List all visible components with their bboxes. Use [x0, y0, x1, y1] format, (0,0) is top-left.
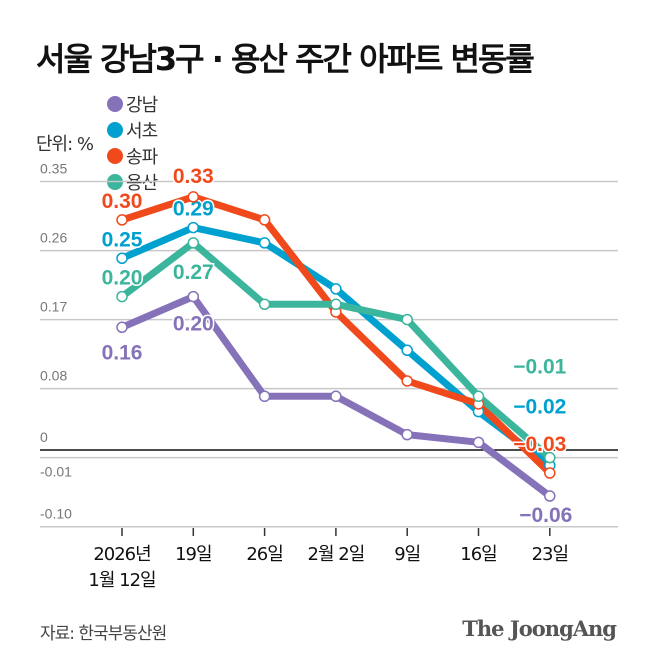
legend-item: 송파	[107, 143, 158, 169]
data-point	[116, 321, 128, 334]
data-point	[258, 237, 271, 249]
data-point	[401, 313, 413, 326]
data-label: 0.30	[102, 190, 143, 213]
data-point	[187, 191, 200, 203]
y-tick-label: 0.17	[40, 299, 67, 315]
data-point	[401, 428, 413, 441]
data-point	[401, 344, 413, 357]
source-label: 자료: 한국부동산원	[40, 624, 167, 644]
y-tick-label: -0.01	[40, 464, 72, 480]
data-point	[116, 214, 128, 226]
legend-label: 서초	[126, 121, 158, 142]
data-point	[187, 290, 200, 303]
data-label: −0.01	[513, 356, 566, 379]
x-tick-label: 2026년	[93, 544, 150, 565]
y-tick-label: 0.08	[40, 368, 67, 384]
data-label: 0.20	[173, 313, 214, 336]
data-label: −0.06	[519, 504, 572, 527]
x-tick-label: 1월 12일	[88, 570, 155, 591]
legend-swatch	[107, 148, 124, 164]
y-tick-label: -0.10	[40, 506, 72, 522]
legend-item: 서초	[107, 117, 158, 143]
unit-label: 단위: %	[36, 134, 94, 155]
legend-label: 강남	[126, 95, 158, 116]
x-tick-label: 2월 2일	[308, 544, 365, 565]
legend-label: 용산	[126, 173, 158, 194]
data-point	[330, 390, 342, 403]
x-tick-label: 19일	[175, 544, 211, 565]
x-tick-label: 9일	[394, 544, 420, 565]
data-label: 0.25	[102, 228, 143, 251]
data-point	[544, 467, 556, 479]
x-tick-label: 23일	[532, 544, 568, 565]
legend-swatch	[107, 122, 124, 138]
logo: The JoongAng	[462, 616, 617, 641]
data-point	[544, 490, 556, 502]
data-point	[401, 375, 413, 387]
data-point	[472, 390, 485, 403]
data-label: −0.02	[513, 395, 566, 418]
y-tick-label: 0	[40, 429, 48, 445]
data-point	[330, 298, 342, 311]
x-tick-label: 16일	[460, 544, 496, 565]
data-point	[330, 283, 342, 295]
data-label: 0.33	[173, 165, 214, 188]
y-tick-label: 0.35	[40, 161, 67, 177]
data-point	[258, 214, 271, 226]
data-label: 0.16	[102, 341, 143, 364]
y-tick-label: 0.26	[40, 230, 67, 246]
data-point	[258, 390, 271, 403]
data-label: 0.20	[102, 267, 143, 290]
data-point	[187, 237, 200, 249]
chart-title: 서울 강남3구 · 용산 주간 아파트 변동률	[36, 40, 535, 78]
legend-swatch	[107, 96, 124, 112]
legend-label: 송파	[126, 147, 158, 168]
data-point	[116, 252, 128, 264]
data-point	[544, 451, 556, 464]
x-tick-label: 26일	[246, 544, 282, 565]
data-point	[472, 436, 485, 449]
legend-item: 강남	[107, 91, 158, 117]
data-point	[258, 298, 271, 311]
data-label: 0.27	[173, 261, 214, 284]
data-label: −0.03	[513, 433, 566, 456]
data-point	[116, 290, 128, 303]
data-point	[187, 221, 200, 234]
